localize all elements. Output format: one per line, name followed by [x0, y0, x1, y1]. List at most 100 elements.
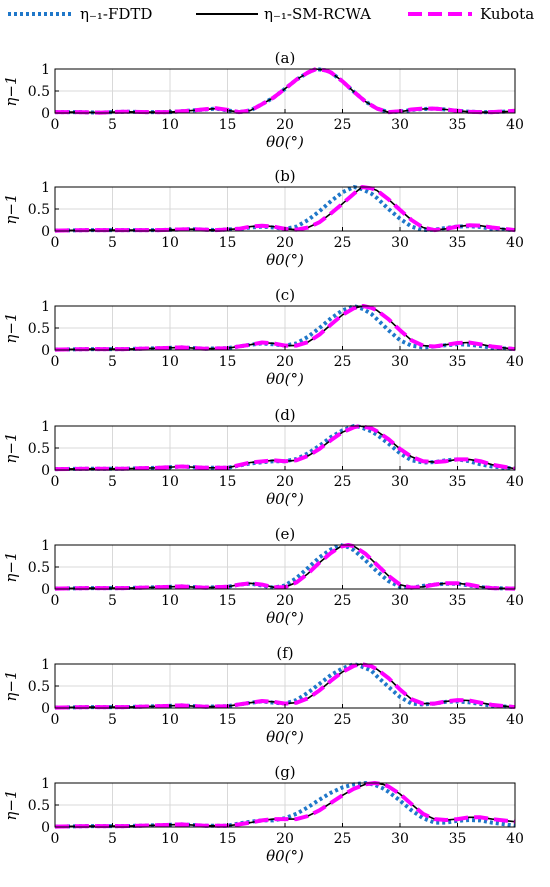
panel-title: (f)	[276, 644, 293, 662]
y-tick-label: 0.5	[28, 560, 50, 576]
x-tick-label: 30	[391, 117, 409, 133]
x-tick-label: 10	[161, 593, 179, 609]
x-axis-label: θ0(°)	[266, 490, 304, 508]
x-tick-label: 0	[51, 235, 60, 251]
y-axis-label: η−1	[2, 193, 20, 224]
x-tick-label: 30	[391, 235, 409, 251]
x-tick-label: 5	[108, 354, 117, 370]
x-tick-label: 15	[219, 593, 237, 609]
y-tick-label: 0	[41, 106, 50, 122]
panel-title: (e)	[275, 525, 296, 543]
y-axis-label: η−1	[2, 670, 20, 701]
y-tick-label: 0.5	[28, 441, 50, 457]
y-axis-label: η−1	[2, 789, 20, 820]
x-axis-label: θ0(°)	[266, 370, 304, 388]
x-tick-label: 20	[276, 117, 294, 133]
x-tick-label: 25	[334, 712, 352, 728]
x-tick-label: 15	[219, 712, 237, 728]
x-tick-label: 10	[161, 354, 179, 370]
y-tick-label: 0	[41, 701, 50, 717]
y-axis-label: η−1	[2, 75, 20, 106]
x-tick-label: 25	[334, 593, 352, 609]
x-tick-label: 5	[108, 593, 117, 609]
panel-title: (c)	[275, 286, 295, 304]
x-tick-label: 30	[391, 712, 409, 728]
series-line-kubota	[54, 304, 516, 352]
x-tick-label: 20	[276, 831, 294, 847]
series-line-kubota	[54, 185, 516, 233]
series-line-fdtd	[54, 543, 516, 591]
x-tick-label: 20	[276, 354, 294, 370]
x-tick-label: 10	[161, 831, 179, 847]
panel-g: (g) 0 5 10 15 20 25 30 35 40 0 0.5 1 θ0(°) η−1	[2, 763, 524, 865]
y-axis-label: η−1	[2, 432, 20, 463]
x-tick-label: 15	[219, 117, 237, 133]
y-axis-label: η−1	[2, 551, 20, 582]
x-tick-label: 15	[219, 235, 237, 251]
x-tick-label: 0	[51, 117, 60, 133]
x-tick-label: 10	[161, 712, 179, 728]
panel-c: (c) 0 5 10 15 20 25 30 35 40 0 0.5 1 θ0(°) η−1	[2, 286, 524, 388]
panel-title: (d)	[274, 406, 295, 424]
x-tick-label: 0	[51, 831, 60, 847]
x-tick-label: 25	[334, 117, 352, 133]
series-line-kubota	[54, 781, 516, 829]
x-tick-label: 30	[391, 831, 409, 847]
legend: η₋₁-FDTD η₋₁-SM-RCWA Kubota	[8, 5, 534, 23]
x-tick-label: 0	[51, 354, 60, 370]
x-tick-label: 35	[449, 235, 467, 251]
x-tick-label: 35	[449, 593, 467, 609]
x-tick-label: 20	[276, 474, 294, 490]
y-tick-label: 1	[41, 299, 50, 315]
x-tick-label: 30	[391, 593, 409, 609]
panel-title: (b)	[274, 167, 295, 185]
x-tick-label: 35	[449, 712, 467, 728]
panel-b: (b) 0 5 10 15 20 25 30 35 40 0 0.5 1 θ0(°) η−1	[2, 167, 524, 269]
x-tick-label: 5	[108, 712, 117, 728]
series-line-kubota	[54, 424, 516, 472]
x-tick-label: 5	[108, 117, 117, 133]
y-tick-label: 0	[41, 224, 50, 240]
y-tick-label: 1	[41, 419, 50, 435]
x-tick-label: 0	[51, 593, 60, 609]
x-tick-label: 0	[51, 712, 60, 728]
x-tick-label: 25	[334, 474, 352, 490]
y-tick-label: 1	[41, 538, 50, 554]
x-tick-label: 15	[219, 354, 237, 370]
y-tick-label: 0	[41, 582, 50, 598]
series-line-kubota	[54, 662, 516, 710]
x-tick-label: 20	[276, 235, 294, 251]
x-axis-label: θ0(°)	[266, 251, 304, 269]
legend-fdtd-label: η₋₁-FDTD	[80, 5, 152, 23]
y-tick-label: 0.5	[28, 84, 50, 100]
x-axis-label: θ0(°)	[266, 728, 304, 746]
x-tick-label: 15	[219, 831, 237, 847]
y-axis-label: η−1	[2, 312, 20, 343]
y-tick-label: 0.5	[28, 202, 50, 218]
x-tick-label: 40	[506, 235, 524, 251]
panel-a: (a) 0 5 10 15 20 25 30 35 40 0 0.5 1 θ0(°) η−1	[2, 49, 524, 151]
y-tick-label: 0	[41, 343, 50, 359]
x-tick-label: 20	[276, 712, 294, 728]
y-tick-label: 0.5	[28, 798, 50, 814]
y-tick-label: 1	[41, 657, 50, 673]
x-tick-label: 30	[391, 474, 409, 490]
x-tick-label: 30	[391, 354, 409, 370]
y-tick-label: 0	[41, 463, 50, 479]
series-line-kubota	[54, 543, 516, 591]
panel-d: (d) 0 5 10 15 20 25 30 35 40 0 0.5 1 θ0(°) η−1	[2, 406, 524, 508]
panel-title: (g)	[274, 763, 295, 781]
y-tick-label: 0	[41, 820, 50, 836]
panel-e: (e) 0 5 10 15 20 25 30 35 40 0 0.5 1 θ0(°) η−1	[2, 525, 524, 627]
x-tick-label: 5	[108, 831, 117, 847]
y-tick-label: 1	[41, 62, 50, 78]
x-tick-label: 15	[219, 474, 237, 490]
panel-title: (a)	[275, 49, 296, 67]
x-tick-label: 5	[108, 235, 117, 251]
x-tick-label: 35	[449, 831, 467, 847]
x-tick-label: 10	[161, 474, 179, 490]
x-tick-label: 40	[506, 712, 524, 728]
y-tick-label: 0.5	[28, 321, 50, 337]
x-tick-label: 25	[334, 354, 352, 370]
